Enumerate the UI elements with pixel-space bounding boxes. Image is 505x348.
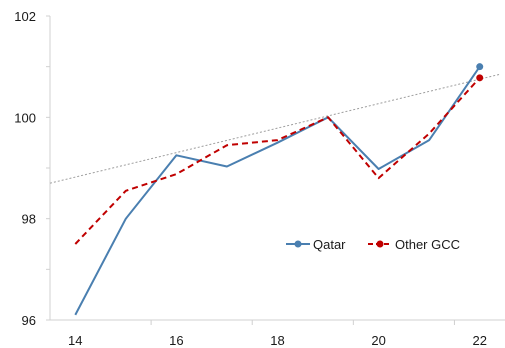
x-tick-label: 22 — [472, 333, 486, 348]
y-tick-label: 102 — [14, 9, 36, 24]
x-tick-label: 16 — [169, 333, 183, 348]
series-end-point-qatar — [476, 63, 484, 71]
x-tick-label: 20 — [371, 333, 385, 348]
axes — [46, 15, 505, 325]
series-end-point-other-gcc — [476, 74, 484, 82]
series-group — [74, 63, 484, 316]
legend: Qatar Other GCC — [286, 237, 460, 252]
y-tick-label: 100 — [14, 110, 36, 125]
series-line-qatar — [74, 66, 481, 316]
legend-item: Qatar — [286, 237, 346, 252]
x-tick-label: 18 — [270, 333, 284, 348]
legend-swatch-marker — [376, 240, 384, 248]
trendline — [49, 73, 501, 184]
legend-item: Other GCC — [368, 237, 460, 252]
series-line-other-gcc — [74, 77, 481, 245]
y-tick-label: 96 — [22, 313, 36, 328]
tick-labels: 96 98 100 102 14 16 18 20 22 — [14, 9, 487, 348]
legend-label: Qatar — [313, 237, 346, 252]
x-tick-label: 14 — [68, 333, 82, 348]
trendline-group — [49, 73, 501, 184]
legend-label: Other GCC — [395, 237, 460, 252]
y-tick-label: 98 — [22, 212, 36, 227]
legend-swatch-marker — [294, 240, 302, 248]
